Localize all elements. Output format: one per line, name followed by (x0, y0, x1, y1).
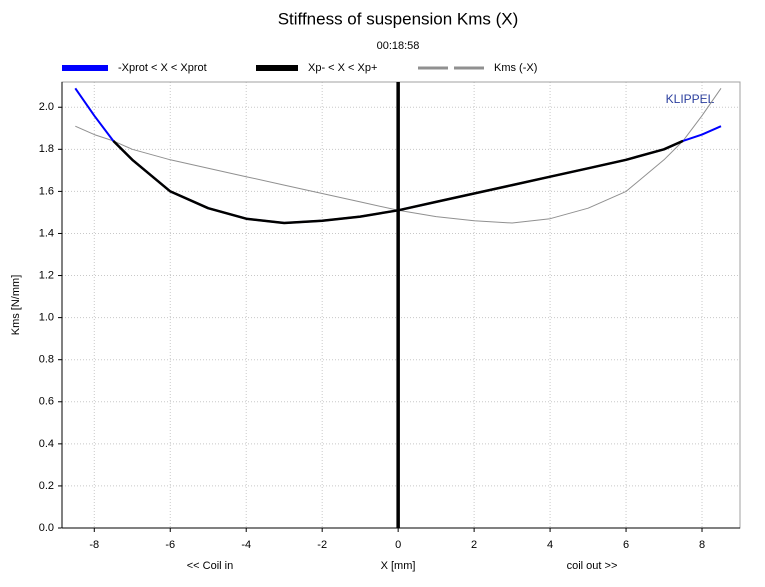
x-tick-label: 4 (547, 539, 553, 551)
y-tick-label: 0.6 (39, 396, 54, 408)
chart-title: Stiffness of suspension Kms (X) (278, 9, 519, 28)
chart-subtitle: 00:18:58 (377, 40, 420, 52)
legend-label: Xp- < X < Xp+ (308, 62, 377, 74)
annotation: KLIPPEL (666, 92, 715, 106)
x-tick-label: 6 (623, 539, 629, 551)
y-tick-label: 0.0 (39, 522, 54, 534)
x-tick-label: -4 (241, 539, 251, 551)
x-tick-label: 8 (699, 539, 705, 551)
x-axis-label: X [mm] (381, 560, 416, 572)
x-tick-label: 0 (395, 539, 401, 551)
annotation: << Coil in (187, 560, 233, 572)
legend-label: -Xprot < X < Xprot (118, 62, 207, 74)
x-tick-label: -2 (317, 539, 327, 551)
y-tick-label: 1.2 (39, 269, 54, 281)
annotation: coil out >> (567, 560, 618, 572)
y-tick-label: 0.8 (39, 354, 54, 366)
y-tick-label: 1.6 (39, 185, 54, 197)
y-tick-label: 2.0 (39, 101, 54, 113)
y-tick-label: 1.0 (39, 312, 54, 324)
legend-label: Kms (-X) (494, 62, 537, 74)
x-tick-label: 2 (471, 539, 477, 551)
y-tick-label: 1.4 (39, 227, 54, 239)
y-axis-label: Kms [N/mm] (10, 275, 22, 336)
y-tick-label: 0.4 (39, 438, 54, 450)
y-tick-label: 0.2 (39, 480, 54, 492)
y-tick-label: 1.8 (39, 143, 54, 155)
x-tick-label: -6 (165, 539, 175, 551)
x-tick-label: -8 (89, 539, 99, 551)
